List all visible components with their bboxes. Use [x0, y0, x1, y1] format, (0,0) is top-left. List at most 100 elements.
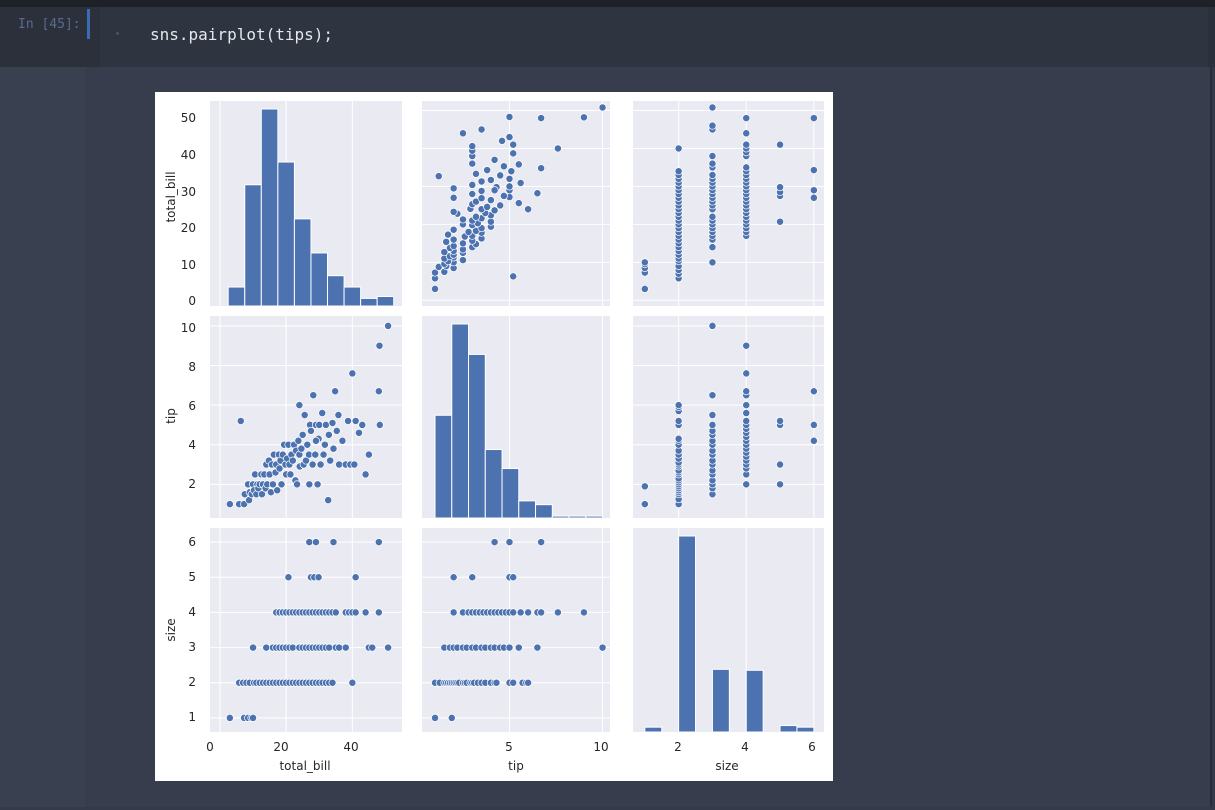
scatter-point — [514, 643, 523, 652]
scatter-point — [329, 444, 338, 453]
histogram-bar — [585, 515, 604, 519]
scatter-point — [742, 387, 751, 396]
histogram-bar — [360, 297, 378, 307]
histogram-bar — [451, 323, 470, 519]
scatter-point — [537, 538, 546, 547]
scatter-point — [328, 418, 337, 427]
scatter-point — [459, 256, 467, 265]
scatter-point — [490, 206, 499, 215]
scatter-point — [507, 167, 516, 176]
scatter-point — [368, 643, 377, 652]
scatter-point — [468, 159, 477, 168]
code-line[interactable]: sns.pairplot(tips); — [150, 25, 334, 44]
scatter-point — [318, 409, 327, 417]
scatter-point — [459, 129, 467, 138]
y-tick-label: 5 — [188, 570, 196, 584]
histogram-bar — [227, 286, 246, 307]
scatter-point — [674, 144, 683, 153]
scatter-point — [288, 456, 297, 465]
scatter-point — [483, 202, 492, 211]
scatter-point — [320, 440, 329, 449]
scatter-point — [258, 490, 266, 499]
scatter-point — [332, 426, 341, 435]
scatter-point — [468, 180, 477, 189]
histogram-bar — [796, 726, 815, 733]
scatter-point — [358, 420, 367, 429]
scatter-point — [311, 436, 320, 445]
scatter-point — [809, 193, 818, 202]
scatter-point — [486, 196, 495, 205]
scatter-point — [262, 643, 271, 652]
scatter-point — [509, 573, 518, 582]
scatter-point — [311, 450, 320, 459]
scatter-point — [464, 228, 473, 236]
scatter-point — [598, 643, 607, 652]
histogram-bar — [327, 275, 345, 307]
histogram-bar — [568, 515, 587, 519]
x-tick-label: 5 — [505, 740, 513, 754]
scatter-point — [742, 417, 751, 425]
scatter-point — [674, 434, 683, 443]
scatter-point — [809, 387, 818, 396]
scatter-point — [225, 500, 234, 509]
scatter-point — [776, 480, 785, 489]
scatter-point — [490, 155, 499, 164]
scatter-point — [499, 162, 508, 171]
scatter-point — [328, 678, 337, 687]
collapse-indicator-icon[interactable] — [116, 32, 119, 35]
scatter-point — [447, 713, 456, 722]
scatter-point — [514, 160, 523, 169]
scatter-point — [742, 114, 751, 123]
scatter-point — [708, 121, 717, 130]
scatter-point — [449, 225, 458, 234]
y-tick-label: 3 — [188, 640, 196, 654]
code-cell[interactable]: In [45]: sns.pairplot(tips); — [0, 7, 1215, 67]
scatter-point — [449, 235, 458, 244]
scatter-point — [375, 341, 384, 350]
y-tick-label: 10 — [181, 258, 196, 272]
cell-selection-indicator — [87, 9, 90, 39]
scatter-point — [338, 436, 347, 445]
histogram-bar — [644, 726, 663, 733]
scatter-point — [514, 199, 523, 208]
plot-panel — [422, 528, 610, 732]
scatter-point — [305, 480, 314, 489]
scrollbar-track[interactable] — [1210, 67, 1212, 807]
scatter-point — [708, 321, 717, 330]
x-tick-label: 4 — [741, 740, 749, 754]
scatter-point — [236, 417, 245, 425]
scatter-point — [364, 450, 373, 459]
y-tick-label: 40 — [181, 148, 196, 162]
scatter-point — [374, 608, 383, 617]
histogram-bar — [535, 504, 553, 519]
scatter-point — [319, 450, 328, 459]
pairplot-figure: total_bill tip size total_bill tip size … — [155, 92, 833, 781]
code-editor[interactable]: sns.pairplot(tips); — [100, 7, 1208, 67]
scatter-point — [742, 409, 751, 417]
scatter-point — [809, 436, 818, 445]
scatter-point — [708, 243, 717, 252]
scatter-point — [468, 142, 477, 151]
scatter-point — [449, 184, 458, 193]
scatter-point — [505, 174, 514, 183]
output-prompt-gutter[interactable] — [0, 67, 85, 807]
plot-panel — [633, 101, 824, 306]
y-tick-label: 0 — [188, 294, 196, 308]
scatter-point — [809, 166, 818, 175]
scatter-point — [708, 103, 717, 112]
histogram-bar — [468, 353, 486, 519]
y-tick-label: 6 — [188, 535, 196, 549]
plot-panel — [210, 528, 402, 732]
scatter-point — [288, 643, 297, 652]
scatter-point — [331, 608, 340, 617]
scatter-point — [809, 420, 818, 429]
scatter-point — [776, 217, 785, 226]
scatter-point — [708, 152, 717, 160]
scatter-point — [324, 496, 333, 505]
scatter-point — [472, 212, 480, 221]
histogram-bar — [678, 535, 697, 733]
scatter-point — [708, 420, 717, 429]
scatter-point — [776, 460, 785, 469]
scatter-point — [505, 182, 514, 191]
scatter-point — [314, 573, 323, 582]
